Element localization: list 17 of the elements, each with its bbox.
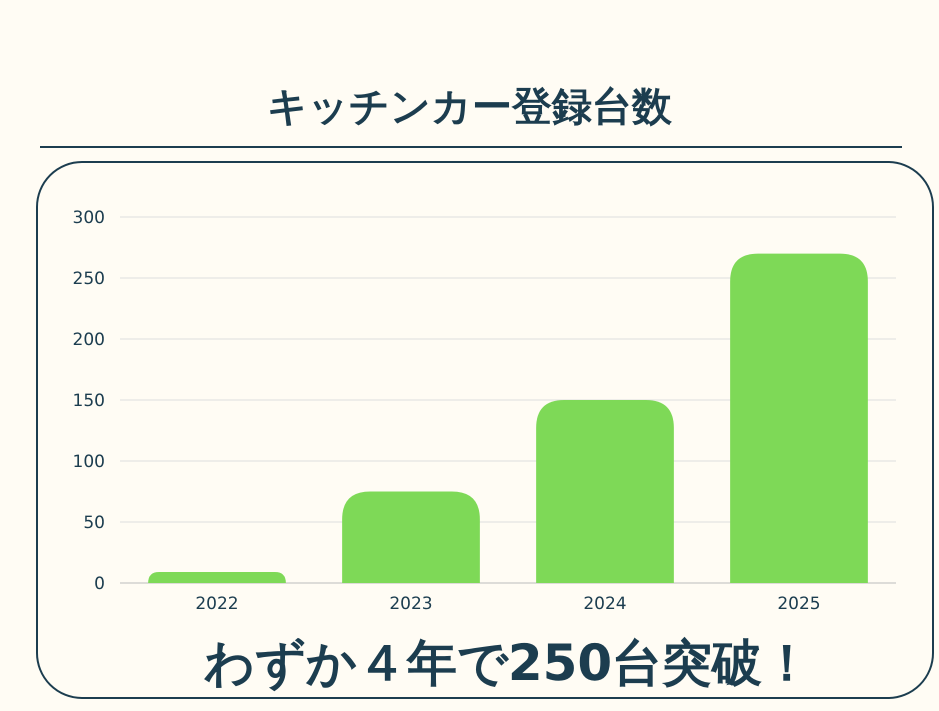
y-tick-label: 200 — [72, 330, 105, 350]
bar — [730, 254, 868, 583]
bar — [536, 400, 674, 583]
x-tick-label: 2022 — [195, 594, 239, 614]
text: わずか４年で250台突破！ — [204, 634, 812, 692]
y-tick-label: 250 — [72, 269, 105, 289]
chart-title: キッチンカー登録台数 — [267, 84, 673, 130]
y-tick-label: 100 — [72, 452, 105, 472]
y-tick-label: 150 — [72, 391, 105, 411]
y-tick-label: 50 — [83, 513, 105, 533]
y-tick-label: 300 — [72, 208, 105, 228]
bar — [342, 492, 480, 583]
x-tick-label: 2024 — [583, 594, 627, 614]
bar — [148, 572, 286, 583]
x-tick-label: 2023 — [389, 594, 433, 614]
y-tick-label: 0 — [94, 574, 105, 594]
x-tick-label: 2025 — [777, 594, 821, 614]
